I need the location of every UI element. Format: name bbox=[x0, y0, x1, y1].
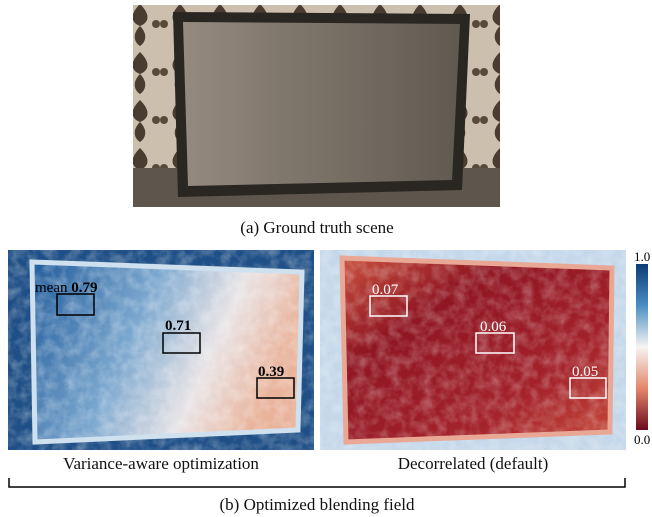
region-value: 0.39 bbox=[258, 364, 284, 380]
colorbar-max: 1.0 bbox=[634, 249, 650, 264]
region-label: mean 0.79 bbox=[35, 280, 97, 296]
region-value: 0.07 bbox=[372, 282, 399, 298]
colorbar bbox=[636, 264, 648, 430]
ground-truth-image bbox=[133, 5, 500, 207]
region-value: 0.71 bbox=[165, 318, 191, 334]
region-value: 0.05 bbox=[572, 364, 598, 380]
caption: (b) Optimized blending field bbox=[220, 495, 415, 514]
figure: (a) Ground truth scene mean 0.79 0.71 0.… bbox=[0, 0, 652, 517]
bracket bbox=[9, 478, 625, 487]
caption: (a) Ground truth scene bbox=[240, 218, 393, 237]
right-heatmap bbox=[320, 250, 626, 450]
panel-caption: Decorrelated (default) bbox=[398, 454, 549, 473]
page: {"figure": { "top_caption": "(a) Ground … bbox=[0, 0, 652, 517]
region-value: 0.06 bbox=[480, 319, 507, 335]
region-prefix: mean bbox=[35, 280, 68, 296]
colorbar-min: 0.0 bbox=[634, 432, 650, 447]
panel-caption: Variance-aware optimization bbox=[63, 454, 259, 473]
region-value: 0.79 bbox=[71, 280, 97, 296]
